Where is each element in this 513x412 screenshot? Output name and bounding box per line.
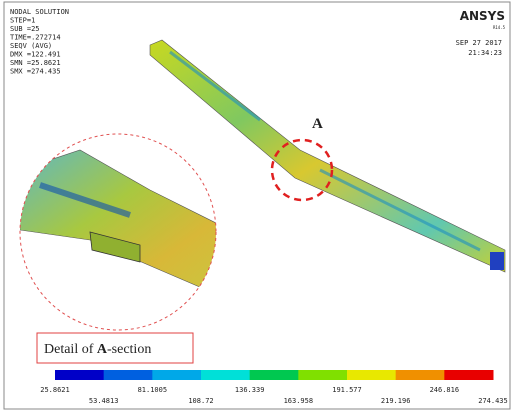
legend-label: 274.435 — [478, 397, 508, 405]
detail-prefix: Detail of — [44, 342, 97, 357]
detail-suffix: -section — [107, 342, 151, 357]
legend-swatch — [298, 370, 347, 380]
legend: 25.8621 53.4813 81.1005 108.72 136.339 163.95… — [40, 370, 508, 405]
date: SEP 27 2017 — [456, 39, 502, 47]
info-line: SMN =25.8621 — [10, 59, 61, 67]
version: R14.5 — [493, 25, 506, 30]
legend-label: 246.816 — [430, 386, 460, 394]
brand: ANSYS — [460, 9, 505, 23]
legend-label: 191.577 — [332, 386, 362, 394]
legend-label: 219.196 — [381, 397, 411, 405]
info-line: STEP=1 — [10, 17, 35, 25]
legend-label: 81.1005 — [138, 386, 168, 394]
info-line: DMX =122.491 — [10, 51, 61, 59]
legend-label: 108.72 — [188, 397, 213, 405]
callout-label: A — [312, 116, 323, 132]
legend-label: 136.339 — [235, 386, 265, 394]
legend-label: 53.4813 — [89, 397, 119, 405]
legend-swatch — [104, 370, 153, 380]
legend-swatch — [444, 370, 493, 380]
detail-view — [20, 134, 230, 334]
beam-end — [490, 252, 504, 270]
info-line: SUB =25 — [10, 25, 40, 33]
detail-caption: Detail of A-section — [44, 342, 151, 357]
legend-label: 25.8621 — [40, 386, 70, 394]
info-line: SMX =274.435 — [10, 68, 61, 76]
legend-label: 163.958 — [284, 397, 314, 405]
legend-swatch — [55, 370, 104, 380]
canvas: NODAL SOLUTIONSTEP=1SUB =25TIME=.272714S… — [0, 0, 513, 412]
info-line: SEQV (AVG) — [10, 42, 52, 50]
screenshot: NODAL SOLUTIONSTEP=1SUB =25TIME=.272714S… — [0, 0, 513, 412]
legend-swatch — [396, 370, 445, 380]
info-line: TIME=.272714 — [10, 34, 61, 42]
info-line: NODAL SOLUTION — [10, 8, 69, 16]
legend-swatch — [152, 370, 201, 380]
time: 21:34:23 — [468, 49, 502, 57]
legend-swatch — [250, 370, 299, 380]
legend-swatch — [201, 370, 250, 380]
legend-swatch — [347, 370, 396, 380]
